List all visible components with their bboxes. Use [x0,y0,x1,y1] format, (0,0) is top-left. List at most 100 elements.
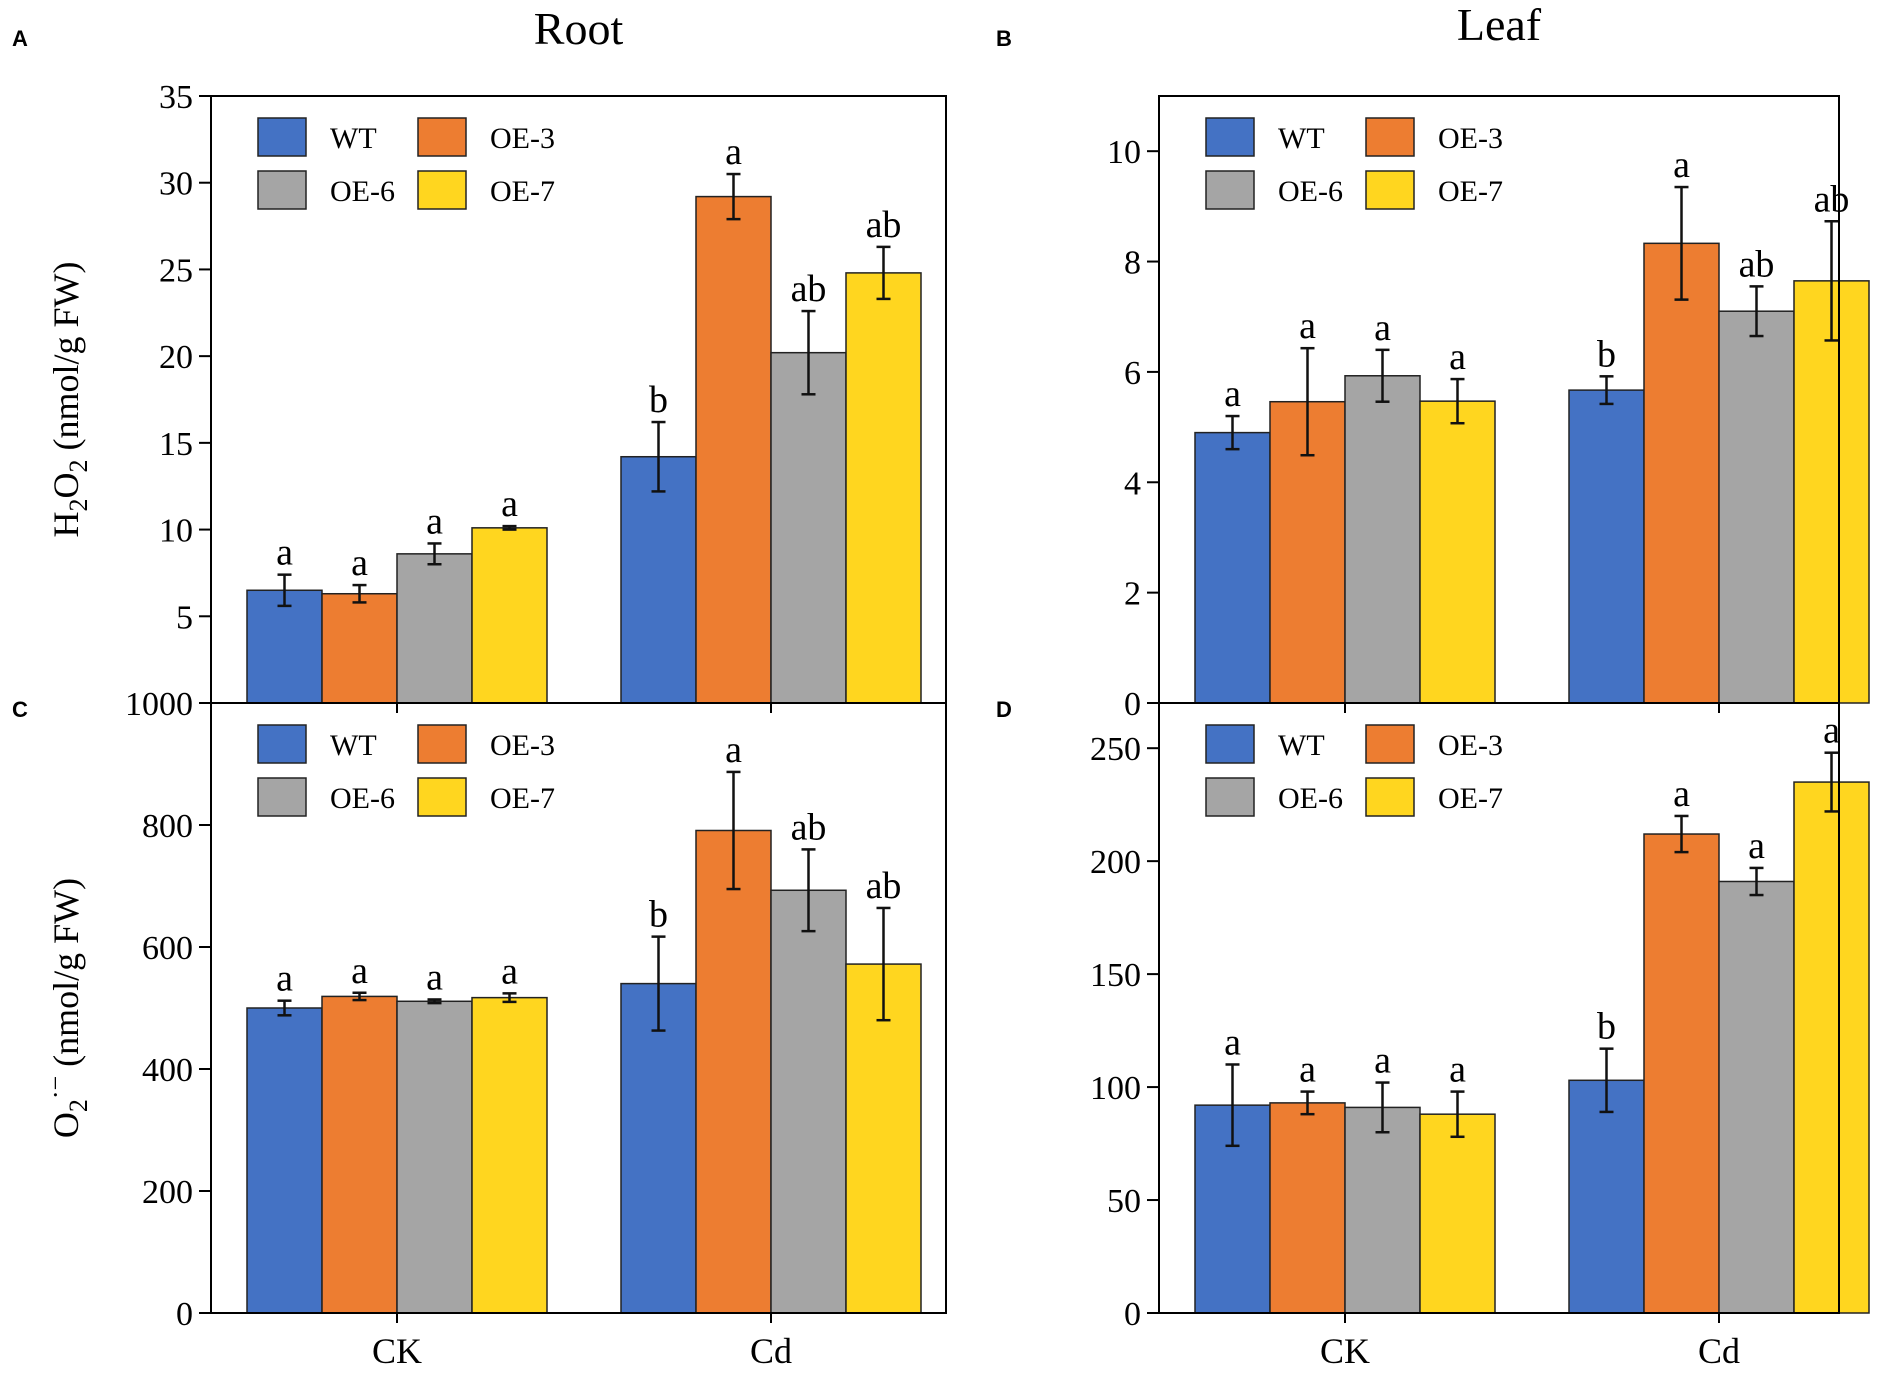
bar [695,829,772,1314]
y-tick-label: 25 [159,252,193,289]
error-bar [1225,414,1240,451]
error-bar [352,991,367,1002]
significance-label: b [1597,1006,1616,1048]
legend: WT OE-3 OE-6 OE-7 [257,724,555,817]
y-axis-label: O2·− (nmol/g FW) [41,878,93,1138]
legend-label: WT [330,122,377,155]
y-tick-label: 200 [1090,844,1141,881]
label-part: O [46,472,86,498]
bar [396,1000,473,1314]
significance-label: ab [791,806,827,848]
significance-label: a [1673,773,1690,815]
y-tick-label: 150 [1090,957,1141,994]
y-tick-label: 100 [1090,1070,1141,1107]
y-tick-label: 2 [1124,576,1141,613]
error-bar [876,245,891,301]
legend-label: OE-3 [490,729,555,762]
legend-label: WT [1278,729,1325,762]
error-bar [502,992,517,1004]
bar [1643,833,1720,1314]
legend-label: OE-3 [490,122,555,155]
error-bar [801,309,816,396]
legend: WT OE-3 OE-6 OE-7 [1205,117,1503,210]
significance-label: a [501,950,518,992]
error-bar [726,770,741,891]
significance-label: ab [1814,178,1850,220]
significance-label: b [649,894,668,936]
error-bar [726,172,741,221]
significance-label: a [501,483,518,525]
bar [1419,1113,1496,1314]
chart-title: Leaf [1457,0,1542,50]
significance-label: a [1449,336,1466,378]
legend-swatch [417,777,467,817]
bar [1568,389,1645,704]
bar [471,527,548,704]
bar [471,996,548,1314]
legend-swatch [1365,777,1415,817]
y-tick-label: 250 [1090,731,1141,768]
legend-swatch [257,724,307,764]
significance-label: a [1299,305,1316,347]
error-bar [801,848,816,933]
y-tick-label: 6 [1124,355,1141,392]
significance-label: ab [791,268,827,310]
y-axis-label: H2O2 (nmol/g FW) [46,262,93,538]
significance-label: a [276,958,293,1000]
bar [1419,400,1496,704]
bar [620,982,697,1314]
error-bar [1749,285,1764,338]
error-bar [1674,185,1689,301]
significance-label: a [725,729,742,771]
bar [321,592,398,704]
legend-swatch [1205,724,1255,764]
panel-letter: C [12,697,28,722]
y-tick-label: 4 [1124,465,1141,502]
bar [845,272,922,704]
label-part: (nmol/g FW) [46,878,86,1076]
significance-label: a [426,956,443,998]
y-tick-label: 35 [159,79,193,116]
bar [1194,431,1271,704]
x-tick-label: Cd [1698,1331,1740,1371]
x-tick-label: Cd [750,1331,792,1371]
chart-title: Root [534,3,624,54]
legend-swatch [1365,170,1415,210]
legend-label: OE-7 [490,175,555,208]
y-tick-label: 50 [1107,1183,1141,1220]
bar [1344,375,1421,704]
bar [1643,242,1720,704]
plot-frame [1158,702,1840,1314]
significance-label: ab [866,204,902,246]
significance-label: a [426,500,443,542]
legend-swatch [257,777,307,817]
panel-letter: A [12,26,28,51]
y-tick-label: 0 [1124,1296,1141,1333]
legend-label: OE-7 [1438,782,1503,815]
bar [770,351,847,704]
y-tick-label: 5 [176,599,193,636]
superscript: ·− [41,1076,70,1099]
error-bar [1375,1081,1390,1134]
legend-label: OE-6 [1278,782,1343,815]
legend-label: OE-7 [490,782,555,815]
error-bar [1824,751,1839,813]
y-tick-label: 0 [176,1296,193,1333]
legend-swatch [1205,170,1255,210]
error-bar [1674,814,1689,854]
bar [1269,1102,1346,1314]
error-bar [1450,1090,1465,1139]
significance-label: a [725,131,742,173]
significance-label: a [1748,825,1765,867]
panel-letter: D [996,697,1012,722]
legend-label: WT [330,729,377,762]
error-bar [1300,346,1315,457]
legend-label: OE-7 [1438,175,1503,208]
error-bar [1375,348,1390,403]
legend: WT OE-3 OE-6 OE-7 [1205,724,1503,817]
x-tick-label: CK [1320,1331,1370,1371]
significance-label: ab [1739,243,1775,285]
legend-label: OE-3 [1438,122,1503,155]
subscript: 2 [64,459,93,472]
